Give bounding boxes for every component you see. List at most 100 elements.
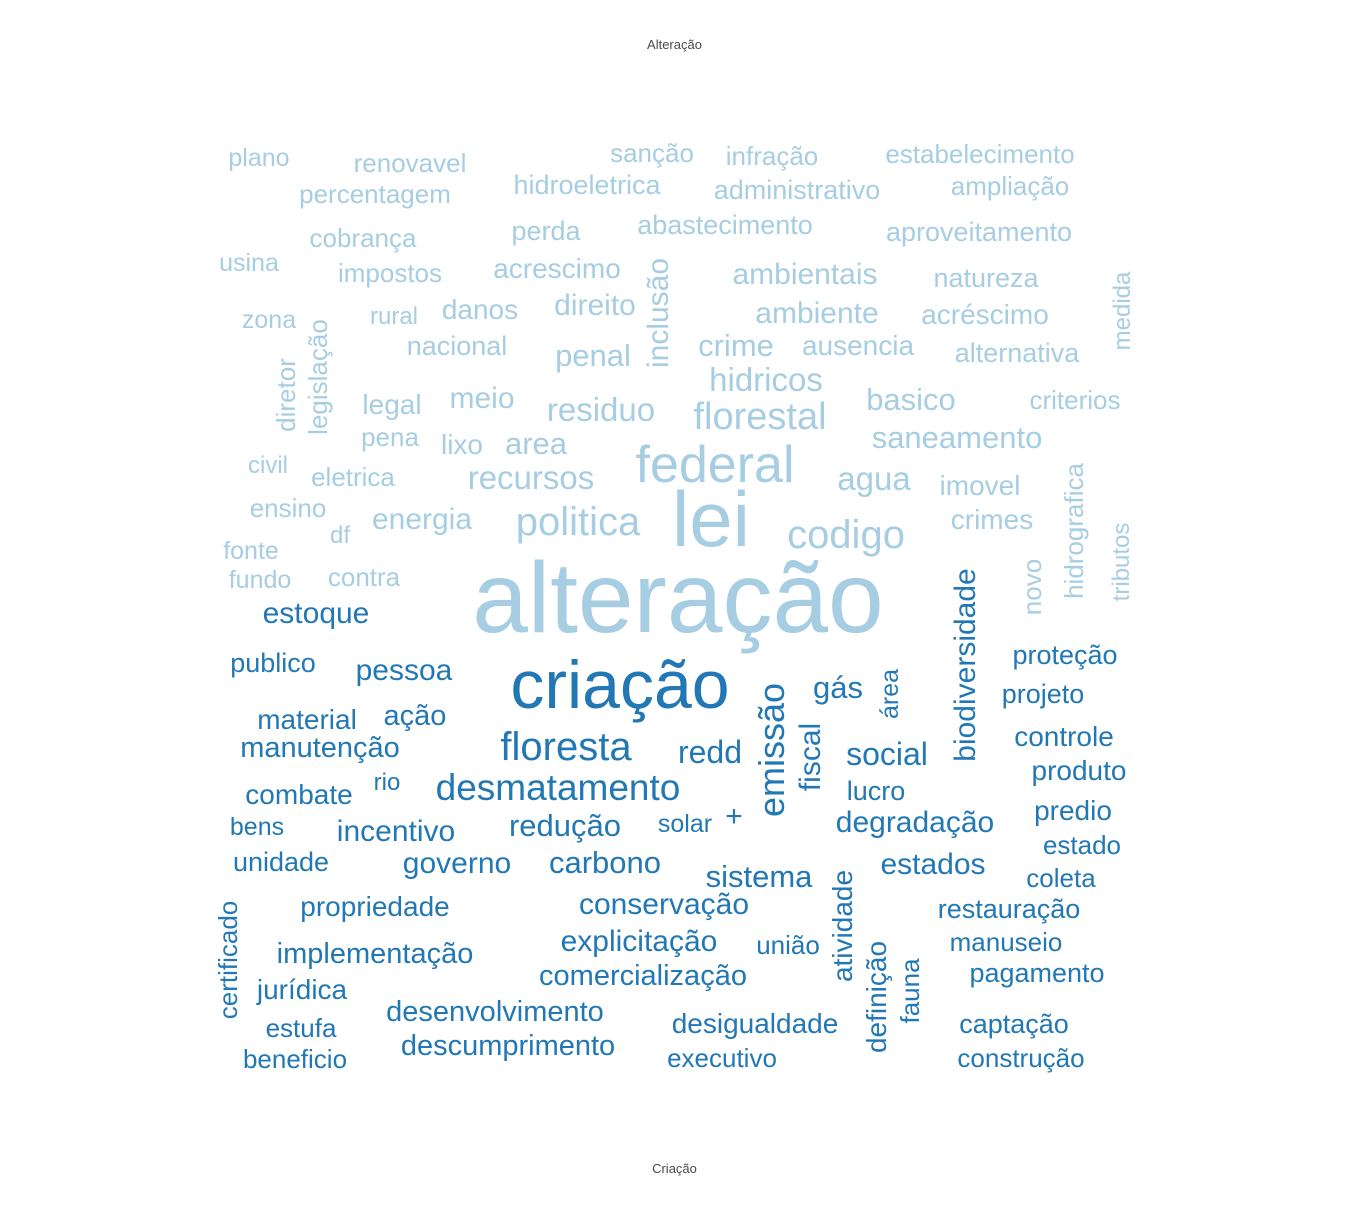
word-alteracao-59: civil	[248, 452, 288, 479]
word-alteracao-61: rural	[370, 303, 418, 330]
word-alteracao-43: percentagem	[299, 179, 451, 209]
word-alteracao-4: codigo	[787, 513, 905, 557]
word-alteracao-3: politica	[516, 500, 641, 544]
word-criacao-46: executivo	[667, 1043, 777, 1073]
word-criacao-27: jurídica	[256, 974, 348, 1005]
word-alteracao-57: usina	[219, 249, 279, 277]
word-alteracao-60: df	[330, 522, 350, 549]
word-alteracao-58: zona	[242, 306, 296, 334]
word-criacao-3: emissão	[751, 683, 792, 817]
word-alteracao-27: acréscimo	[921, 299, 1049, 330]
word-criacao-56: bens	[230, 813, 284, 841]
word-alteracao-8: agua	[837, 460, 911, 497]
word-criacao-0: criação	[510, 647, 729, 723]
word-alteracao-40: contra	[328, 562, 401, 592]
word-alteracao-49: pena	[361, 422, 419, 452]
word-alteracao-30: abastecimento	[637, 210, 813, 240]
word-alteracao-32: nacional	[407, 331, 508, 361]
word-criacao-37: restauração	[938, 894, 1081, 924]
word-alteracao-29: alternativa	[955, 338, 1081, 368]
word-criacao-2: desmatamento	[436, 767, 681, 808]
word-alteracao-41: impostos	[338, 258, 442, 288]
word-alteracao-42: cobrança	[310, 223, 417, 253]
word-alteracao-48: estabelecimento	[885, 139, 1074, 169]
word-criacao-11: estoque	[263, 597, 370, 630]
word-alteracao-14: basico	[866, 382, 956, 417]
word-criacao-53: união	[756, 930, 820, 960]
word-criacao-8: sistema	[706, 859, 814, 894]
word-criacao-9: gás	[813, 670, 863, 705]
word-alteracao-10: saneamento	[872, 420, 1043, 455]
word-alteracao-15: ambientais	[732, 258, 877, 291]
word-criacao-5: social	[846, 736, 928, 772]
word-alteracao-13: crime	[698, 328, 774, 363]
word-alteracao-7: residuo	[547, 391, 655, 428]
word-alteracao-34: hidroeletrica	[513, 170, 661, 200]
word-criacao-22: desenvolvimento	[386, 996, 604, 1028]
word-alteracao-56: plano	[228, 144, 289, 172]
word-criacao-43: lucro	[847, 776, 906, 806]
word-alteracao-54: fonte	[223, 537, 279, 565]
word-alteracao-53: criterios	[1029, 385, 1120, 415]
word-alteracao-46: infração	[726, 141, 819, 171]
word-alteracao-23: lixo	[441, 429, 483, 460]
word-criacao-6: redução	[509, 808, 621, 843]
word-alteracao-0: alteração	[472, 542, 883, 654]
group-label-bottom: Criação	[652, 1161, 697, 1176]
word-criacao-4: redd	[678, 734, 742, 770]
word-criacao-39: captação	[959, 1009, 1069, 1039]
word-criacao-32: definição	[861, 941, 892, 1053]
word-criacao-7: carbono	[549, 845, 661, 880]
word-criacao-14: degradação	[836, 806, 994, 839]
word-criacao-30: material	[257, 704, 357, 735]
word-alteracao-5: florestal	[693, 396, 826, 438]
word-alteracao-9: hidricos	[709, 361, 823, 398]
word-alteracao-1: lei	[672, 475, 750, 563]
word-criacao-10: pessoa	[356, 654, 453, 687]
word-criacao-42: publico	[230, 648, 316, 678]
word-criacao-24: comercialização	[539, 960, 747, 992]
word-alteracao-36: natureza	[933, 263, 1039, 293]
word-criacao-58: rio	[374, 769, 401, 796]
word-alteracao-6: recursos	[468, 459, 595, 496]
word-criacao-16: explicitação	[561, 925, 718, 958]
word-alteracao-19: direito	[554, 289, 636, 322]
word-alteracao-28: ausencia	[802, 330, 915, 361]
word-alteracao-11: penal	[555, 338, 631, 373]
word-criacao-34: predio	[1034, 795, 1112, 826]
word-criacao-38: pagamento	[969, 958, 1104, 988]
word-criacao-55: solar	[658, 810, 712, 838]
word-criacao-12: biodiversidade	[949, 568, 982, 761]
word-criacao-50: coleta	[1026, 863, 1096, 893]
word-alteracao-18: meio	[449, 382, 514, 415]
word-criacao-54: fauna	[895, 958, 925, 1024]
word-criacao-15: conservação	[579, 888, 749, 921]
word-alteracao-51: novo	[1017, 559, 1047, 615]
word-criacao-13: incentivo	[337, 815, 455, 848]
word-alteracao-25: danos	[442, 294, 518, 325]
word-criacao-23: descumprimento	[401, 1030, 615, 1062]
word-alteracao-63: tributos	[1108, 523, 1135, 602]
group-label-top: Alteração	[647, 37, 702, 52]
word-alteracao-38: legislação	[303, 319, 333, 435]
word-criacao-40: proteção	[1012, 640, 1117, 670]
word-criacao-28: atividade	[827, 870, 858, 982]
word-alteracao-33: administrativo	[714, 175, 881, 205]
word-criacao-21: manutenção	[240, 732, 400, 764]
word-alteracao-62: medida	[1109, 271, 1136, 350]
word-criacao-41: projeto	[1002, 679, 1085, 709]
word-criacao-26: propriedade	[300, 891, 449, 922]
word-criacao-33: produto	[1032, 755, 1127, 786]
word-criacao-48: certificado	[213, 901, 243, 1020]
word-criacao-20: ação	[384, 700, 447, 732]
word-alteracao-26: acrescimo	[493, 253, 621, 284]
word-criacao-18: estados	[880, 848, 985, 881]
word-alteracao-55: fundo	[229, 566, 292, 594]
word-criacao-19: fiscal	[794, 723, 827, 791]
word-alteracao-45: renovavel	[354, 148, 467, 178]
word-criacao-36: unidade	[233, 847, 329, 877]
word-criacao-1: floresta	[500, 725, 632, 769]
word-alteracao-24: legal	[362, 389, 421, 420]
word-alteracao-22: imovel	[940, 470, 1021, 501]
